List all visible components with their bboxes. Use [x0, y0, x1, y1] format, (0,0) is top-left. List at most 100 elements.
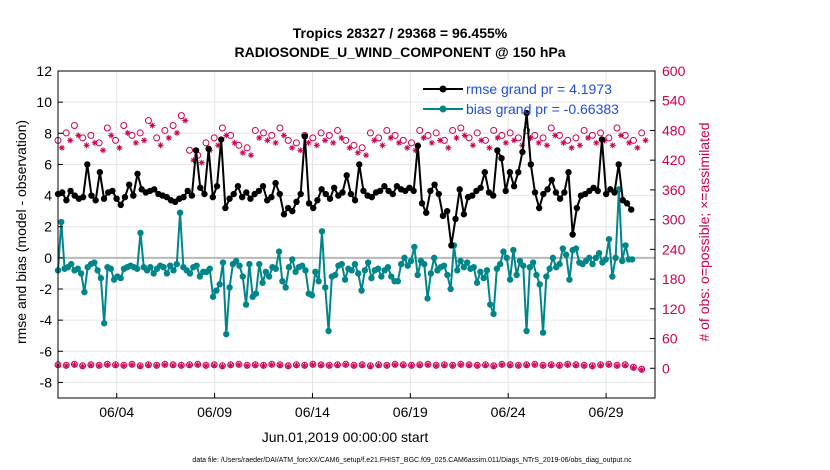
obs-assim-stroke	[244, 363, 250, 369]
obs-possible-point	[334, 126, 342, 134]
bias-point	[612, 254, 619, 262]
obs-low-assimilated-point	[128, 361, 135, 368]
obs-assimilated-point	[552, 132, 559, 139]
rmse-point	[259, 183, 267, 190]
y-right-tick-label: 420	[662, 152, 686, 168]
rmse-point	[276, 190, 283, 198]
bias-point	[338, 260, 345, 268]
obs-possible-point	[153, 134, 161, 142]
obs-assim-stroke	[548, 362, 554, 368]
bias-point	[500, 248, 507, 255]
bias-point	[605, 235, 613, 243]
bias-point	[364, 259, 372, 266]
obs-assim-stroke	[297, 147, 303, 153]
obs-assim-stroke	[195, 362, 201, 368]
obs-assimilated-point	[174, 129, 181, 136]
obs-low-assimilated-point	[367, 363, 374, 370]
bias-point	[160, 264, 167, 271]
obs-possible-point	[597, 129, 605, 137]
obs-assim-stroke	[306, 140, 311, 146]
obs-assimilated-point	[437, 137, 444, 144]
obs-possible-point	[449, 126, 457, 134]
rmse-point	[469, 192, 476, 199]
obs-assimilated-point	[321, 137, 328, 144]
obs-assim-stroke	[639, 367, 645, 373]
obs-assimilated-point	[305, 139, 312, 146]
footer-data-file: data file: /Users/raeder/DAI/ATM_forcXX/…	[192, 457, 632, 464]
obs-assimilated-point	[354, 149, 361, 156]
obs-possible-point	[473, 129, 481, 137]
obs-possible-point	[251, 126, 259, 134]
rmse-point	[151, 186, 158, 193]
obs-assim-stroke	[631, 365, 636, 371]
rmse-point	[100, 195, 108, 202]
obs-low-assimilated-point	[359, 362, 366, 369]
bias-point	[368, 274, 375, 282]
obs-assim-stroke	[486, 145, 492, 151]
obs-low-assimilated-point	[96, 362, 103, 369]
obs-assim-stroke	[149, 123, 155, 128]
rmse-point	[209, 193, 217, 201]
obs-low-assimilated-point	[252, 362, 259, 369]
bias-point	[265, 273, 273, 280]
obs-assimilated-point	[141, 137, 148, 144]
obs-assim-stroke	[483, 362, 488, 368]
rmse-point	[234, 183, 242, 190]
bias-point	[107, 265, 114, 272]
obs-low-assimilated-point	[79, 363, 86, 370]
bias-point	[308, 292, 316, 299]
obs-assim-stroke	[310, 362, 316, 368]
obs-low-assimilated-point	[120, 362, 127, 369]
rmse-point	[351, 197, 359, 204]
bias-point	[460, 264, 468, 271]
obs-possible-point	[572, 134, 580, 142]
bias-point	[543, 273, 550, 280]
obs-possible-point	[169, 122, 177, 129]
rmse-point	[489, 192, 497, 199]
rmse-point	[535, 204, 543, 212]
obs-possible-point	[120, 122, 128, 129]
bias-point	[236, 262, 243, 269]
rmse-point	[611, 189, 618, 196]
obs-assim-stroke	[170, 362, 176, 368]
obs-assim-stroke	[359, 362, 365, 368]
y-axis-right-ticks: 0 60 120 180 240 300 360 420 480 540 600	[650, 63, 686, 376]
obs-assim-stroke	[347, 145, 353, 151]
bias-point	[186, 270, 194, 277]
obs-assim-stroke	[92, 140, 98, 146]
bias-point	[97, 274, 105, 282]
obs-low-assimilated-point	[276, 362, 283, 369]
obs-assim-stroke	[503, 140, 509, 146]
rmse-point	[322, 190, 329, 198]
obs-assim-stroke	[466, 362, 472, 368]
y-right-tick-label: 480	[662, 122, 686, 138]
bias-point	[388, 273, 395, 280]
rmse-point	[565, 169, 572, 176]
obs-assimilated-point	[617, 132, 624, 139]
rmse-point	[427, 187, 434, 195]
obs-assim-stroke	[363, 152, 369, 158]
bias-point	[602, 256, 609, 263]
obs-assim-stroke	[622, 362, 628, 368]
bias-point	[609, 273, 616, 280]
obs-assimilated-point	[272, 139, 279, 146]
obs-low-assimilated-point	[227, 362, 234, 369]
obs-possible-point	[408, 139, 416, 147]
obs-possible-point	[325, 131, 333, 139]
bias-point	[292, 268, 299, 276]
rmse-point	[456, 186, 463, 193]
bias-point	[259, 279, 266, 286]
y-right-tick-label: 120	[662, 301, 686, 317]
obs-assim-stroke	[293, 362, 299, 368]
bias-point	[447, 285, 454, 293]
bias-point	[289, 256, 296, 263]
bias-point	[496, 260, 504, 268]
rmse-point	[452, 215, 459, 223]
obs-assim-stroke	[445, 145, 451, 151]
obs-assim-stroke	[404, 145, 410, 151]
y-left-tick-label: -4	[40, 312, 53, 328]
obs-assim-stroke	[425, 362, 431, 368]
obs-assim-stroke	[133, 140, 139, 146]
obs-possible-point	[235, 141, 243, 149]
obs-possible-point	[514, 134, 522, 142]
